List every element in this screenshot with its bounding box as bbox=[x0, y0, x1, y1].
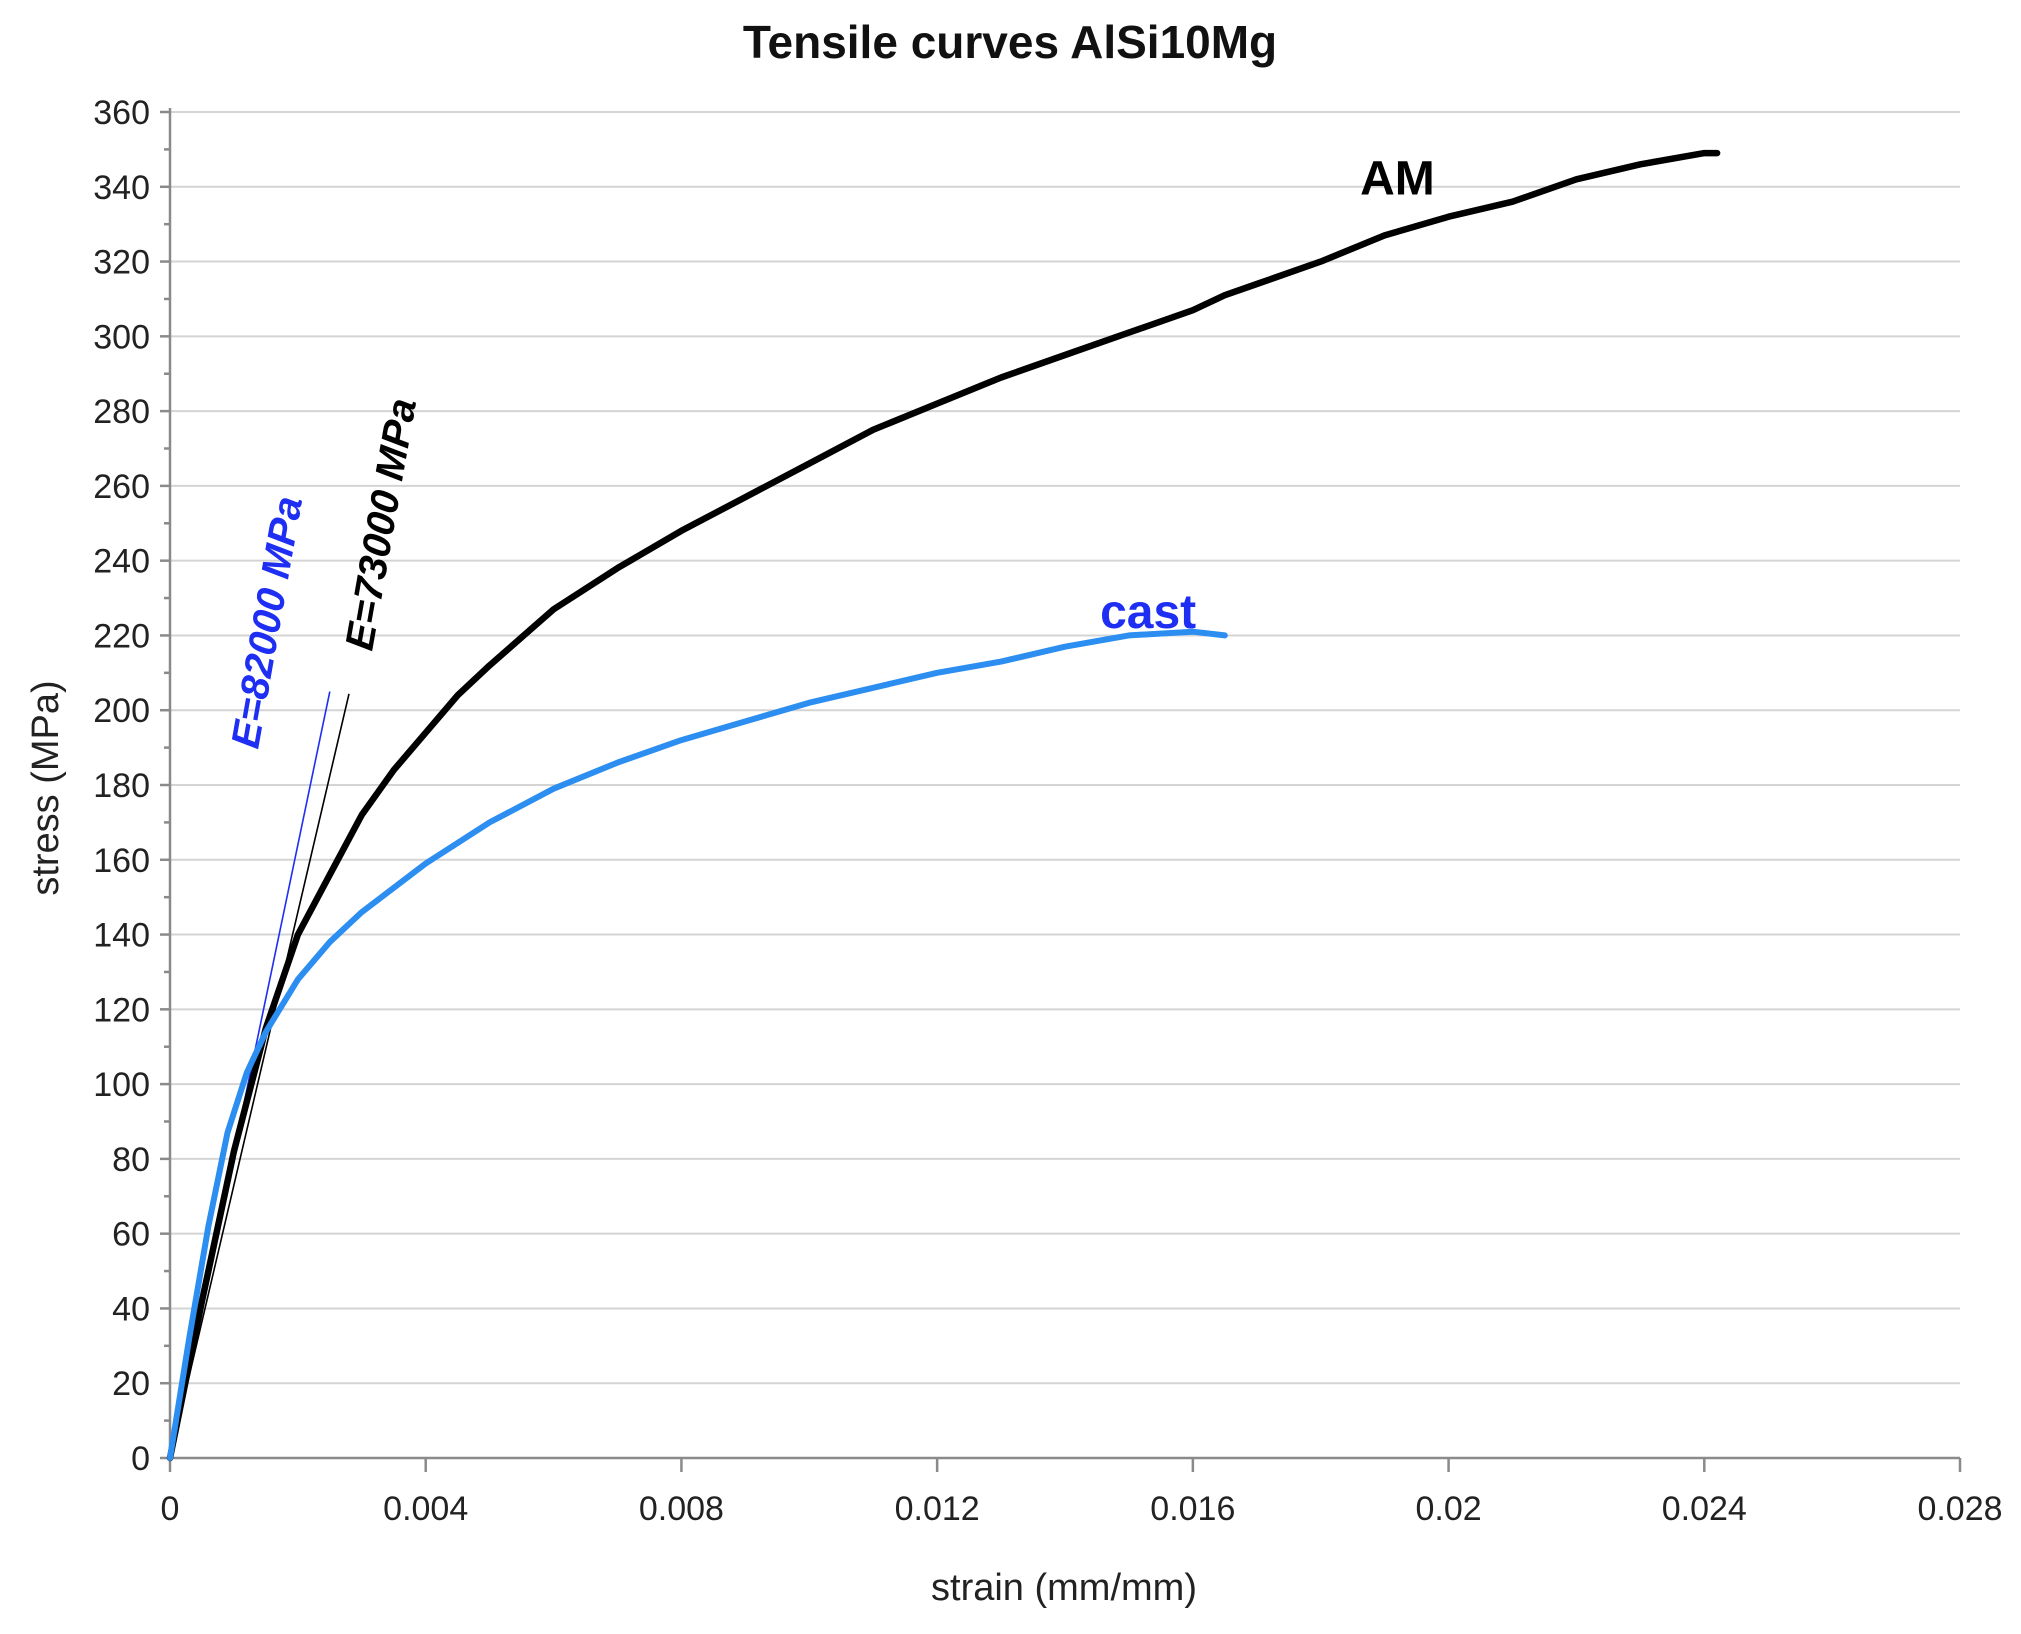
y-tick-label: 300 bbox=[93, 318, 150, 356]
y-tick-label: 80 bbox=[112, 1141, 150, 1179]
x-tick-label: 0 bbox=[161, 1490, 180, 1528]
y-tick-label: 160 bbox=[93, 842, 150, 880]
series-annotation: cast bbox=[1100, 586, 1196, 639]
x-tick-label: 0.02 bbox=[1415, 1490, 1481, 1528]
y-tick-label: 280 bbox=[93, 393, 150, 431]
y-tick-label: 320 bbox=[93, 244, 150, 282]
y-tick-labels: 0 20 40 60 80 100 120 140 160 180 200 220 240 260 280 3… bbox=[93, 94, 150, 1478]
x-tick-label: 0.008 bbox=[639, 1490, 724, 1528]
axes bbox=[160, 108, 1962, 1472]
series-line bbox=[167, 628, 1228, 1461]
y-tick-label: 180 bbox=[93, 767, 150, 805]
x-tick-label: 0.004 bbox=[383, 1490, 468, 1528]
modulus-line bbox=[169, 693, 350, 1459]
data-series bbox=[166, 149, 1721, 1462]
y-tick-label: 220 bbox=[93, 617, 150, 655]
y-tick-label: 100 bbox=[93, 1066, 150, 1104]
gridlines bbox=[170, 111, 1960, 1385]
series-annotation: AM bbox=[1360, 152, 1435, 205]
modulus-reference-lines: E=82000 MPa E=73000 MPa bbox=[169, 395, 426, 1459]
x-tick-label: 0.016 bbox=[1150, 1490, 1235, 1528]
annotations: AM cast bbox=[1100, 152, 1435, 639]
x-tick-label: 0.024 bbox=[1662, 1490, 1747, 1528]
chart-title: Tensile curves AlSi10Mg bbox=[743, 16, 1277, 68]
y-tick-label: 20 bbox=[112, 1365, 150, 1403]
y-tick-label: 60 bbox=[112, 1216, 150, 1254]
y-axis-label: stress (MPa) bbox=[25, 680, 67, 895]
series-line bbox=[166, 149, 1721, 1462]
y-tick-label: 40 bbox=[112, 1290, 150, 1328]
x-axis-label: strain (mm/mm) bbox=[931, 1567, 1197, 1609]
x-tick-label: 0.028 bbox=[1917, 1490, 2002, 1528]
y-tick-label: 340 bbox=[93, 169, 150, 207]
y-tick-label: 260 bbox=[93, 468, 150, 506]
y-tick-label: 120 bbox=[93, 991, 150, 1029]
y-tick-label: 140 bbox=[93, 917, 150, 955]
y-tick-label: 360 bbox=[93, 94, 150, 132]
modulus-label: E=82000 MPa bbox=[224, 493, 312, 751]
x-tick-labels: 0 0.004 0.008 0.012 0.016 0.02 0.024 0.028 bbox=[161, 1490, 2003, 1528]
y-tick-label: 240 bbox=[93, 543, 150, 581]
x-tick-label: 0.012 bbox=[895, 1490, 980, 1528]
modulus-label: E=73000 MPa bbox=[338, 395, 426, 653]
y-tick-label: 0 bbox=[131, 1440, 150, 1478]
y-tick-label: 200 bbox=[93, 692, 150, 730]
